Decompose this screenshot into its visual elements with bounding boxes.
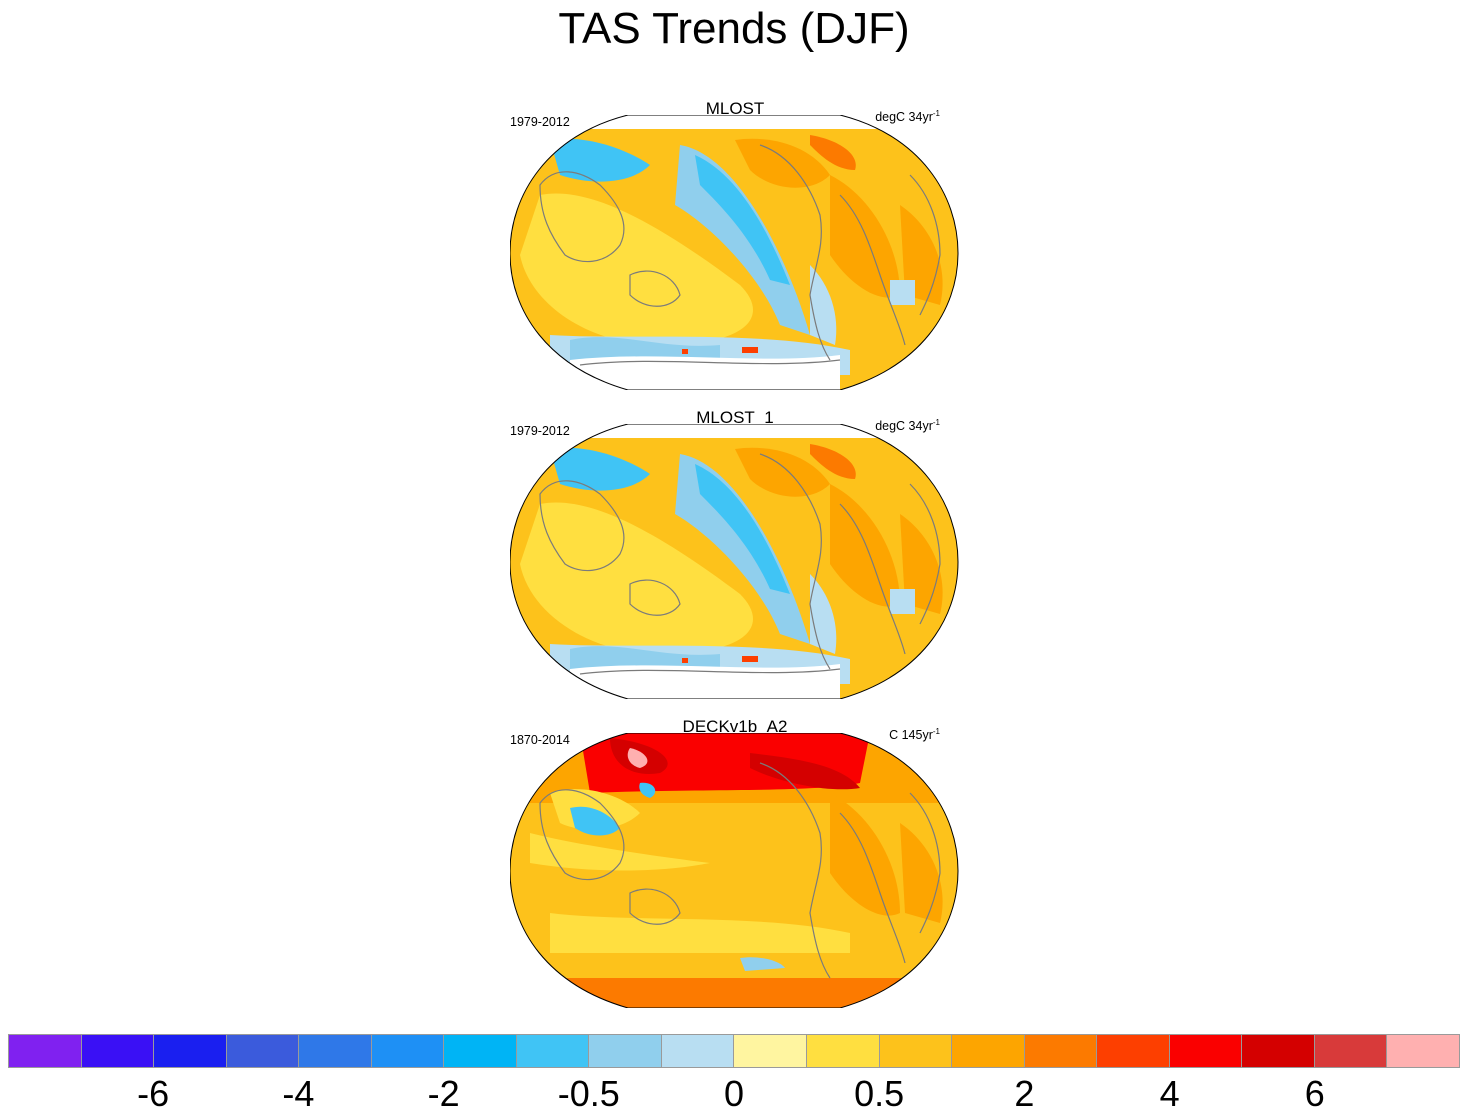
colorbar-tick-label: -6 xyxy=(137,1073,170,1114)
panel-units: degC 34yr-1 xyxy=(875,109,940,125)
colorbar-tick-label: 2 xyxy=(1014,1073,1035,1114)
colorbar-swatch xyxy=(226,1035,300,1067)
colorbar-swatch xyxy=(9,1035,82,1067)
panel-units: C 145yr-1 xyxy=(889,727,940,743)
panel-title: DECKv1b_A2 xyxy=(682,717,788,736)
figure-title: TAS Trends (DJF) xyxy=(558,4,910,53)
colorbar-swatch xyxy=(1314,1035,1388,1067)
map-panel-deckv1b-a2: DECKv1b_A2 1870-2014 C 145yr-1 xyxy=(500,717,970,1033)
panel-period: 1979-2012 xyxy=(510,115,570,129)
colorbar-swatch xyxy=(1387,1035,1459,1067)
colorbar-swatch xyxy=(952,1035,1025,1067)
colorbar-swatch xyxy=(1024,1035,1098,1067)
colorbar-swatch xyxy=(661,1035,735,1067)
trend-map xyxy=(510,424,959,699)
colorbar-swatch xyxy=(1097,1035,1170,1067)
colorbar-swatch xyxy=(879,1035,953,1067)
panel-title: MLOST xyxy=(705,99,765,118)
colorbar-swatch xyxy=(1242,1035,1315,1067)
colorbar-swatch xyxy=(1169,1035,1243,1067)
colorbar-swatch xyxy=(516,1035,590,1067)
colorbar-swatch xyxy=(371,1035,445,1067)
colorbar-tick-label: -2 xyxy=(427,1073,460,1114)
colorbar-tick-label: 0 xyxy=(723,1073,745,1114)
colorbar-swatch xyxy=(734,1035,808,1067)
panel-period: 1979-2012 xyxy=(510,424,570,438)
colorbar-swatch xyxy=(589,1035,662,1067)
colorbar-swatch xyxy=(807,1035,880,1067)
colorbar xyxy=(8,1034,1460,1068)
colorbar-tick-label: 6 xyxy=(1304,1073,1325,1114)
map-panel-mlost-1: MLOST_1 1979-2012 degC 34yr-1 xyxy=(500,408,970,724)
colorbar-swatch xyxy=(299,1035,372,1067)
colorbar-tick-label: -4 xyxy=(282,1073,315,1114)
trend-map xyxy=(510,115,959,390)
colorbar-swatch xyxy=(81,1035,155,1067)
panel-period: 1870-2014 xyxy=(510,733,570,747)
map-panel-mlost: MLOST 1979-2012 degC 34yr-1 xyxy=(500,99,970,415)
panel-units: degC 34yr-1 xyxy=(875,418,940,434)
trend-map xyxy=(510,733,959,1008)
colorbar-swatch xyxy=(444,1035,517,1067)
colorbar-tick-label: -0.5 xyxy=(557,1073,620,1114)
panel-title: MLOST_1 xyxy=(696,408,774,427)
colorbar-tick-label: 4 xyxy=(1159,1073,1180,1114)
colorbar-swatch xyxy=(154,1035,227,1067)
colorbar-tick-label: 0.5 xyxy=(854,1073,905,1114)
